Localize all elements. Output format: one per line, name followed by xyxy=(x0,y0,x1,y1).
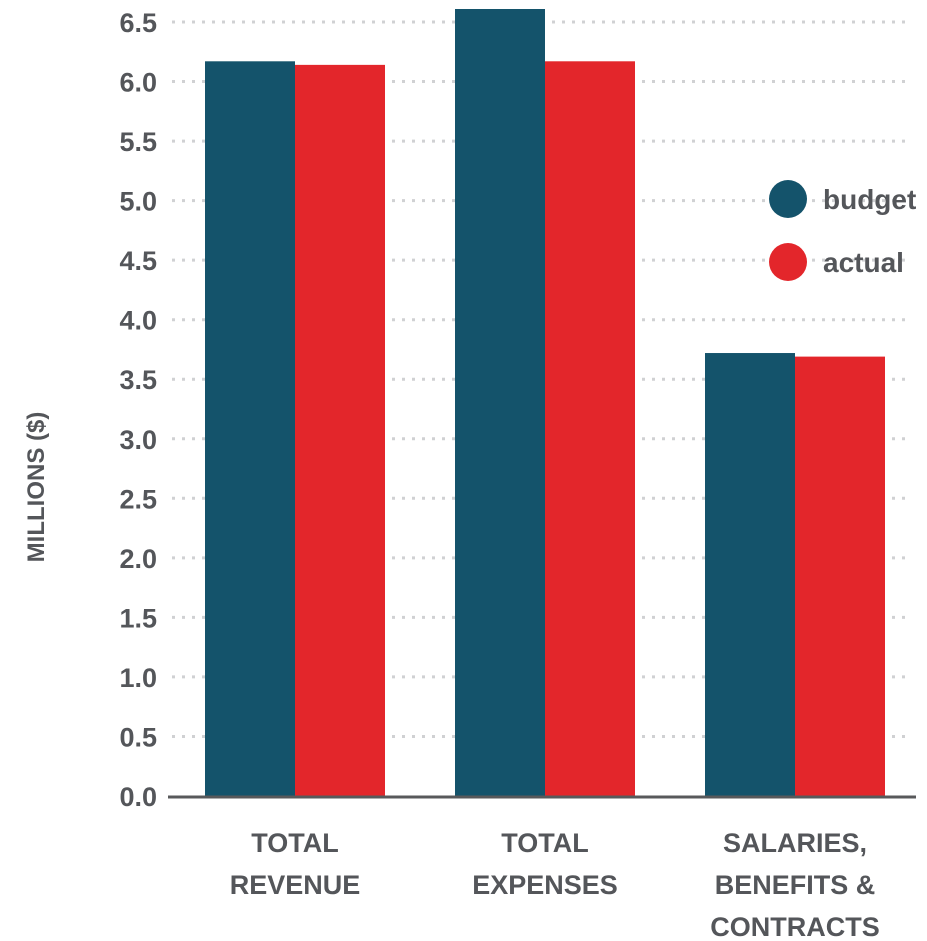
bar-actual xyxy=(545,61,635,796)
legend: budget actual xyxy=(769,180,916,281)
category-label: TOTAL REVENUE xyxy=(230,828,361,900)
y-tick-label: 2.0 xyxy=(119,544,157,574)
y-tick-label: 0.0 xyxy=(119,782,157,812)
category-label: TOTAL EXPENSES xyxy=(472,828,618,900)
y-tick-label: 3.5 xyxy=(119,365,157,395)
y-tick-labels: 0.0 0.5 1.0 1.5 2.0 2.5 3.0 3.5 4.0 4.5 5.0 5.5 6.0 6… xyxy=(119,8,157,812)
y-tick-label: 0.5 xyxy=(119,722,157,752)
y-tick-label: 5.5 xyxy=(119,127,157,157)
bar-actual xyxy=(795,356,885,796)
bar-budget xyxy=(455,9,545,796)
bar-budget xyxy=(205,61,295,796)
y-tick-label: 6.0 xyxy=(119,68,157,98)
legend-swatch-actual xyxy=(769,243,807,281)
legend-label-budget: budget xyxy=(823,184,916,215)
y-tick-label: 5.0 xyxy=(119,187,157,217)
y-tick-label: 1.0 xyxy=(119,663,157,693)
legend-swatch-budget xyxy=(769,180,807,218)
y-tick-label: 4.0 xyxy=(119,306,157,336)
legend-label-actual: actual xyxy=(823,247,904,278)
bars xyxy=(205,9,885,797)
category-labels: TOTAL REVENUE TOTAL EXPENSES SALARIES, BENEFI… xyxy=(230,828,880,941)
category-label: SALARIES, BENEFITS & CONTRACTS xyxy=(710,828,880,941)
y-tick-label: 2.5 xyxy=(119,484,157,514)
y-tick-label: 1.5 xyxy=(119,603,157,633)
bar-budget xyxy=(705,353,795,796)
y-axis-title: MILLIONS ($) xyxy=(23,412,50,563)
y-tick-label: 6.5 xyxy=(119,8,157,38)
y-tick-label: 4.5 xyxy=(119,246,157,276)
bar-actual xyxy=(295,64,385,797)
y-tick-label: 3.0 xyxy=(119,425,157,455)
